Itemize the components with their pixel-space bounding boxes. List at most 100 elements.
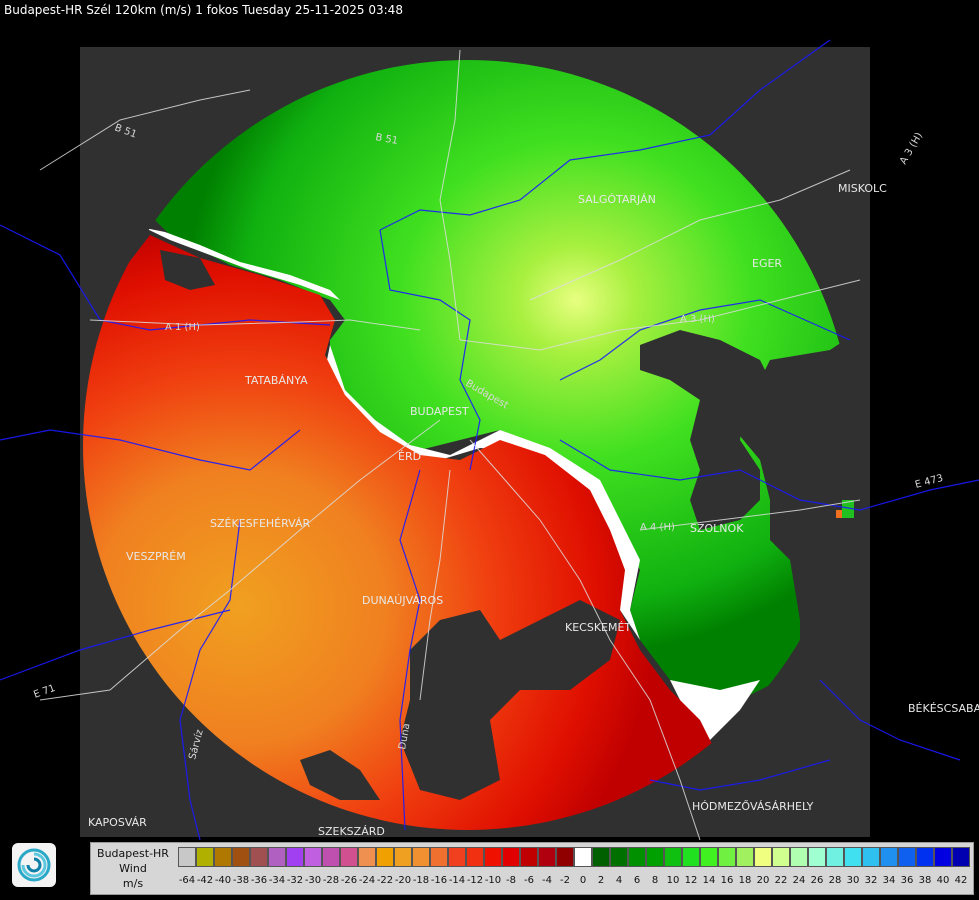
legend-tick: 38 — [918, 875, 932, 886]
legend-tick: 34 — [882, 875, 896, 886]
legend-swatch — [952, 847, 970, 867]
legend-swatch — [556, 847, 574, 867]
legend-swatch — [862, 847, 880, 867]
legend-tick: -64 — [178, 875, 196, 886]
legend-tick: 30 — [846, 875, 860, 886]
legend-tick: 28 — [828, 875, 842, 886]
place-szekesfehervar: SZÉKESFEHÉRVÁR — [210, 517, 311, 530]
legend-tick: -20 — [394, 875, 412, 886]
legend-tick: -18 — [412, 875, 430, 886]
place-eger: EGER — [752, 257, 782, 270]
echo-small-east — [842, 500, 854, 518]
place-salgotarjan: SALGÓTARJÁN — [578, 193, 656, 206]
legend-tick: -4 — [542, 875, 552, 886]
place-dunaujvaros: DUNAÚJVÁROS — [362, 594, 443, 607]
legend-swatch — [376, 847, 394, 867]
legend-swatch — [358, 847, 376, 867]
road-label-a3-east: A 3 (H) — [680, 314, 715, 325]
legend-tick: -10 — [484, 875, 502, 886]
place-erd: ÉRD — [398, 450, 421, 463]
legend-tick: 24 — [792, 875, 806, 886]
legend-tick: -30 — [304, 875, 322, 886]
legend-tick: 32 — [864, 875, 878, 886]
legend-tick: -32 — [286, 875, 304, 886]
legend-swatch — [250, 847, 268, 867]
echo-small-east-red — [836, 510, 842, 518]
legend-tick: 16 — [720, 875, 734, 886]
legend-tick: 2 — [597, 875, 605, 886]
legend-label: Budapest-HR Wind m/s — [91, 843, 175, 894]
legend-swatch — [484, 847, 502, 867]
place-kecskemet: KECSKEMÉT — [565, 621, 631, 634]
legend-swatch — [538, 847, 556, 867]
legend-swatch — [412, 847, 430, 867]
legend-swatch — [520, 847, 538, 867]
legend-tick: 22 — [774, 875, 788, 886]
echo-gap-west — [160, 250, 215, 290]
echo-gap-south — [400, 600, 620, 800]
legend-swatch — [196, 847, 214, 867]
place-szolnok: SZOLNOK — [690, 522, 744, 535]
legend-swatch — [916, 847, 934, 867]
legend-tick: 40 — [936, 875, 950, 886]
color-legend: Budapest-HR Wind m/s -64 -42 -40 -38 -36 -34-… — [90, 842, 974, 895]
legend-swatch — [448, 847, 466, 867]
legend-tick: -22 — [376, 875, 394, 886]
legend-swatch — [502, 847, 520, 867]
legend-tick: 8 — [651, 875, 659, 886]
legend-label-line3: m/s — [122, 877, 144, 890]
map-title: Budapest-HR Szél 120km (m/s) 1 fokos Tue… — [4, 3, 403, 17]
legend-swatch — [322, 847, 340, 867]
legend-tick: 10 — [666, 875, 680, 886]
place-bekescsaba: BÉKÉSCSABA — [908, 702, 979, 715]
place-labels: TATABÁNYA BUDAPEST ÉRD SZÉKESFEHÉRVÁR VE… — [88, 182, 979, 838]
legend-tick: -24 — [358, 875, 376, 886]
legend-swatch — [790, 847, 808, 867]
legend-swatch — [304, 847, 322, 867]
swirl-icon — [17, 848, 51, 882]
legend-tick: 18 — [738, 875, 752, 886]
road-label-a1: A 1 (H) — [165, 322, 200, 333]
legend-swatch — [610, 847, 628, 867]
legend-swatch — [646, 847, 664, 867]
echo-gap-east — [640, 330, 770, 530]
legend-swatch — [736, 847, 754, 867]
legend-swatch — [880, 847, 898, 867]
legend-swatch — [340, 847, 358, 867]
road-label-a4: A 4 (H) — [640, 522, 675, 533]
legend-tick: 12 — [684, 875, 698, 886]
legend-swatch — [754, 847, 772, 867]
place-veszprem: VESZPRÉM — [126, 550, 186, 563]
legend-swatch — [232, 847, 250, 867]
legend-tick: -12 — [466, 875, 484, 886]
legend-tick: 36 — [900, 875, 914, 886]
legend-tick: 4 — [615, 875, 623, 886]
weather-service-logo-icon — [12, 843, 56, 887]
legend-swatch — [934, 847, 952, 867]
legend-swatch — [178, 847, 196, 867]
legend-tick: -28 — [322, 875, 340, 886]
legend-tick: -8 — [506, 875, 516, 886]
legend-swatches — [178, 847, 970, 869]
legend-swatch — [286, 847, 304, 867]
legend-tick: -38 — [232, 875, 250, 886]
echo-white-nw — [145, 228, 340, 300]
place-miskolc: MISKOLC — [838, 182, 887, 195]
legend-swatch — [574, 847, 592, 867]
legend-tick: -2 — [560, 875, 570, 886]
legend-swatch — [682, 847, 700, 867]
legend-swatch — [628, 847, 646, 867]
echo-gap-southwest — [300, 750, 380, 800]
place-szekszard: SZEKSZÁRD — [318, 825, 385, 838]
legend-tick: -40 — [214, 875, 232, 886]
legend-tick: -6 — [524, 875, 534, 886]
legend-ticks: -64 -42 -40 -38 -36 -34 -32 -30 -28 -26 -24 -22 -20-… — [178, 875, 970, 891]
legend-tick: -14 — [448, 875, 466, 886]
legend-swatch — [394, 847, 412, 867]
legend-swatch — [808, 847, 826, 867]
legend-swatch — [718, 847, 736, 867]
legend-tick: 20 — [756, 875, 770, 886]
legend-swatch — [898, 847, 916, 867]
place-tatabanya: TATABÁNYA — [244, 374, 308, 387]
